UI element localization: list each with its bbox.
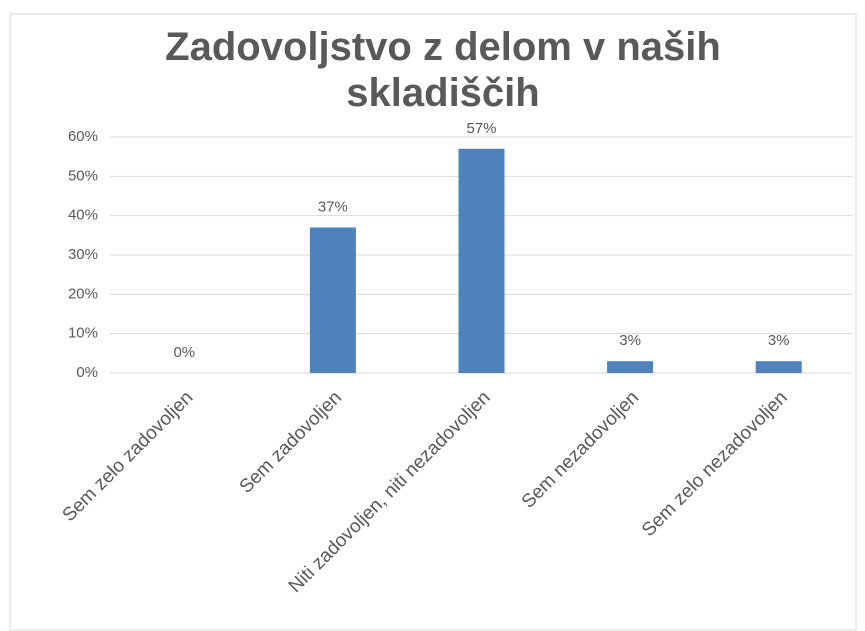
x-tick-label: Sem nezadovoljen bbox=[518, 387, 643, 512]
data-label: 37% bbox=[318, 198, 348, 215]
chart-title: Zadovoljstvo z delom v naših skladiščih bbox=[165, 25, 721, 115]
bar bbox=[755, 361, 802, 373]
x-tick-label: Sem zelo nezadovoljen bbox=[638, 387, 792, 541]
y-tick-label: 20% bbox=[68, 285, 98, 302]
y-tick-label: 40% bbox=[68, 207, 98, 224]
data-label: 57% bbox=[466, 120, 496, 137]
bar bbox=[309, 227, 356, 373]
x-tick-label: Sem zelo zadovoljen bbox=[59, 387, 198, 526]
bar bbox=[607, 361, 654, 373]
y-tick-label: 50% bbox=[68, 167, 98, 184]
data-label: 0% bbox=[173, 344, 195, 361]
y-tick-label: 0% bbox=[76, 364, 98, 381]
bar bbox=[458, 148, 505, 373]
x-tick-label: Sem zadovoljen bbox=[236, 387, 346, 497]
y-tick-label: 60% bbox=[68, 128, 98, 145]
y-tick-label: 30% bbox=[68, 246, 98, 263]
y-tick-label: 10% bbox=[68, 325, 98, 342]
data-label: 3% bbox=[768, 332, 790, 349]
chart-frame bbox=[9, 13, 857, 631]
data-label: 3% bbox=[619, 332, 641, 349]
